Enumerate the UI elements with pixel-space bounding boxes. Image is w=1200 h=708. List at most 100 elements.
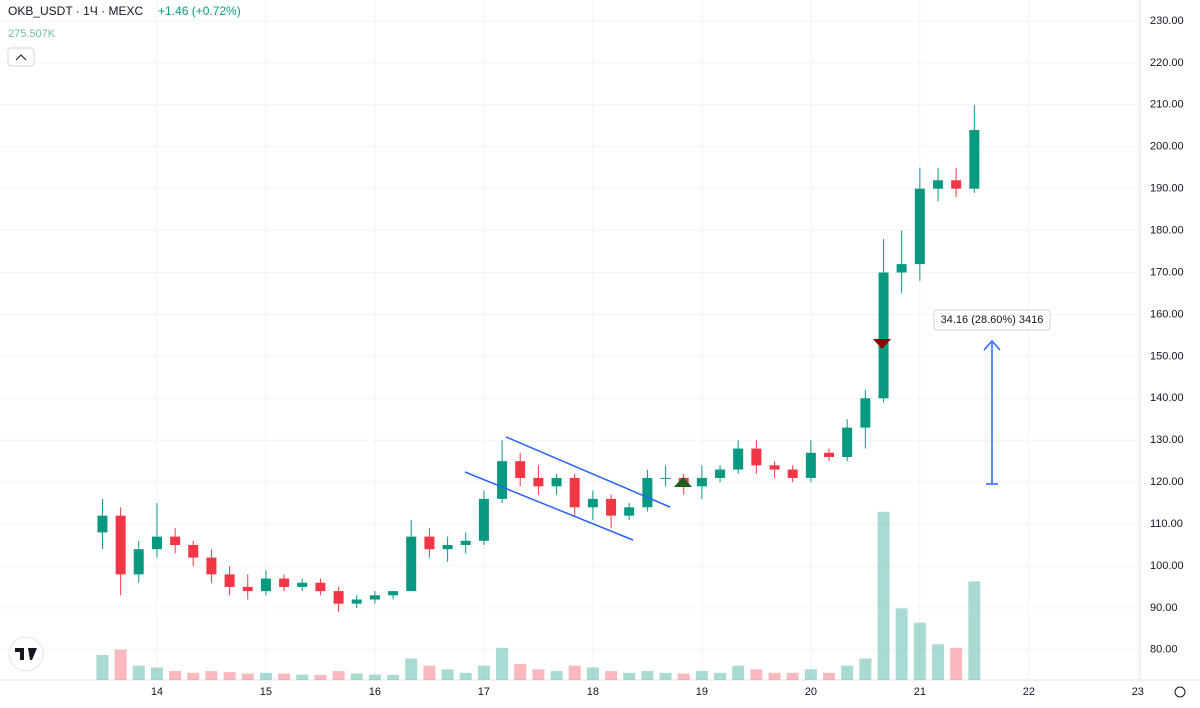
y-tick-label: 110.00 [1150,518,1183,530]
y-tick-label: 80.00 [1150,644,1178,656]
candle-body [951,180,962,189]
volume-bar [459,672,472,680]
y-tick-label: 220.00 [1150,57,1184,69]
volume-bar [568,665,581,680]
volume-bar [514,663,527,680]
candle-body [333,591,344,604]
candle-body [260,578,271,592]
candle-body [751,448,762,466]
volume-bar [641,671,654,680]
candle-body [933,180,944,189]
volume-bar [623,672,636,680]
volume-bar [968,581,981,680]
x-tick-label: 15 [260,686,272,698]
candle-body [406,536,417,592]
measure-arrow [983,339,1001,351]
symbol-title: OKB_USDT · 1Ч · MEXC [8,4,143,18]
candle-body [224,574,235,587]
volume-bar [532,669,545,680]
x-tick-label: 21 [914,686,926,698]
candle-body [279,578,290,587]
candle-body [242,586,253,592]
volume-bar [804,669,817,680]
candle-body [97,515,108,533]
candle-body [606,498,617,516]
candle-body [133,549,144,575]
y-tick-label: 120.00 [1150,476,1184,488]
volume-bar [677,673,690,680]
x-tick-label: 23 [1132,686,1144,698]
volume-bar [695,671,708,680]
candle-body [824,452,835,457]
candle-body [787,469,798,478]
volume-value: 275.507K [8,28,56,40]
volume-bar [605,671,618,680]
candle-body [460,540,471,546]
volume-bar [368,674,381,680]
collapse-button[interactable] [7,47,35,67]
candle-body [151,536,162,550]
logo [15,648,37,660]
candle-body [424,536,435,550]
volume-bar [350,673,363,680]
volume-bar [96,654,109,680]
volume-bar [132,665,145,680]
candle-body [715,469,726,478]
buy-marker [674,477,692,487]
candle-body [969,129,980,189]
volume-bar [150,667,163,680]
volume-bar [877,511,890,680]
y-tick-label: 100.00 [1150,560,1184,572]
volume-bar [732,665,745,680]
volume-bar [859,658,872,680]
measure-label: 34.16 (28.60%) 3416 [941,314,1044,326]
candle-body [315,582,326,592]
candle-body [733,448,744,470]
candle-body [842,427,853,457]
volume-bar [332,671,345,680]
volume-bar [895,608,908,680]
y-tick-label: 140.00 [1150,392,1184,404]
candle-body [533,477,544,487]
x-tick-label: 19 [696,686,708,698]
settings-button[interactable] [1174,686,1186,698]
volume-bar [768,672,781,680]
volume-bar [241,673,254,680]
candle-body [206,557,217,575]
candle-body [860,398,871,428]
volume-bar [823,672,836,680]
candle-body [551,477,562,487]
x-tick-label: 20 [805,686,817,698]
y-tick-label: 190.00 [1150,183,1184,195]
volume-bar [259,672,272,680]
candle-body [442,545,453,550]
volume-bar [496,647,509,680]
y-tick-label: 210.00 [1150,99,1184,111]
y-tick-label: 130.00 [1150,434,1184,446]
channel-lower [464,471,634,541]
candle-body [188,545,199,558]
volume-bar [223,672,236,680]
candle-body [896,264,907,273]
candle-body [914,188,925,265]
volume-bar [550,671,563,680]
y-tick-label: 230.00 [1150,15,1184,27]
candle-body [642,477,653,508]
logo-badge[interactable] [8,636,44,672]
y-tick-label: 180.00 [1150,224,1184,236]
volume-bar [477,665,490,680]
volume-bar [786,672,799,680]
volume-bar [950,647,963,680]
candle-body [478,498,489,541]
volume-bar [586,667,599,680]
volume-bar [205,671,218,680]
y-tick-label: 170.00 [1150,266,1184,278]
candle-body [170,536,181,546]
candle-body [878,272,889,399]
y-tick-label: 90.00 [1150,602,1178,614]
y-tick-label: 150.00 [1150,350,1184,362]
volume-bar [387,674,400,680]
volume-bar [841,665,854,680]
price-change: +1.46 (+0.72%) [158,4,241,18]
